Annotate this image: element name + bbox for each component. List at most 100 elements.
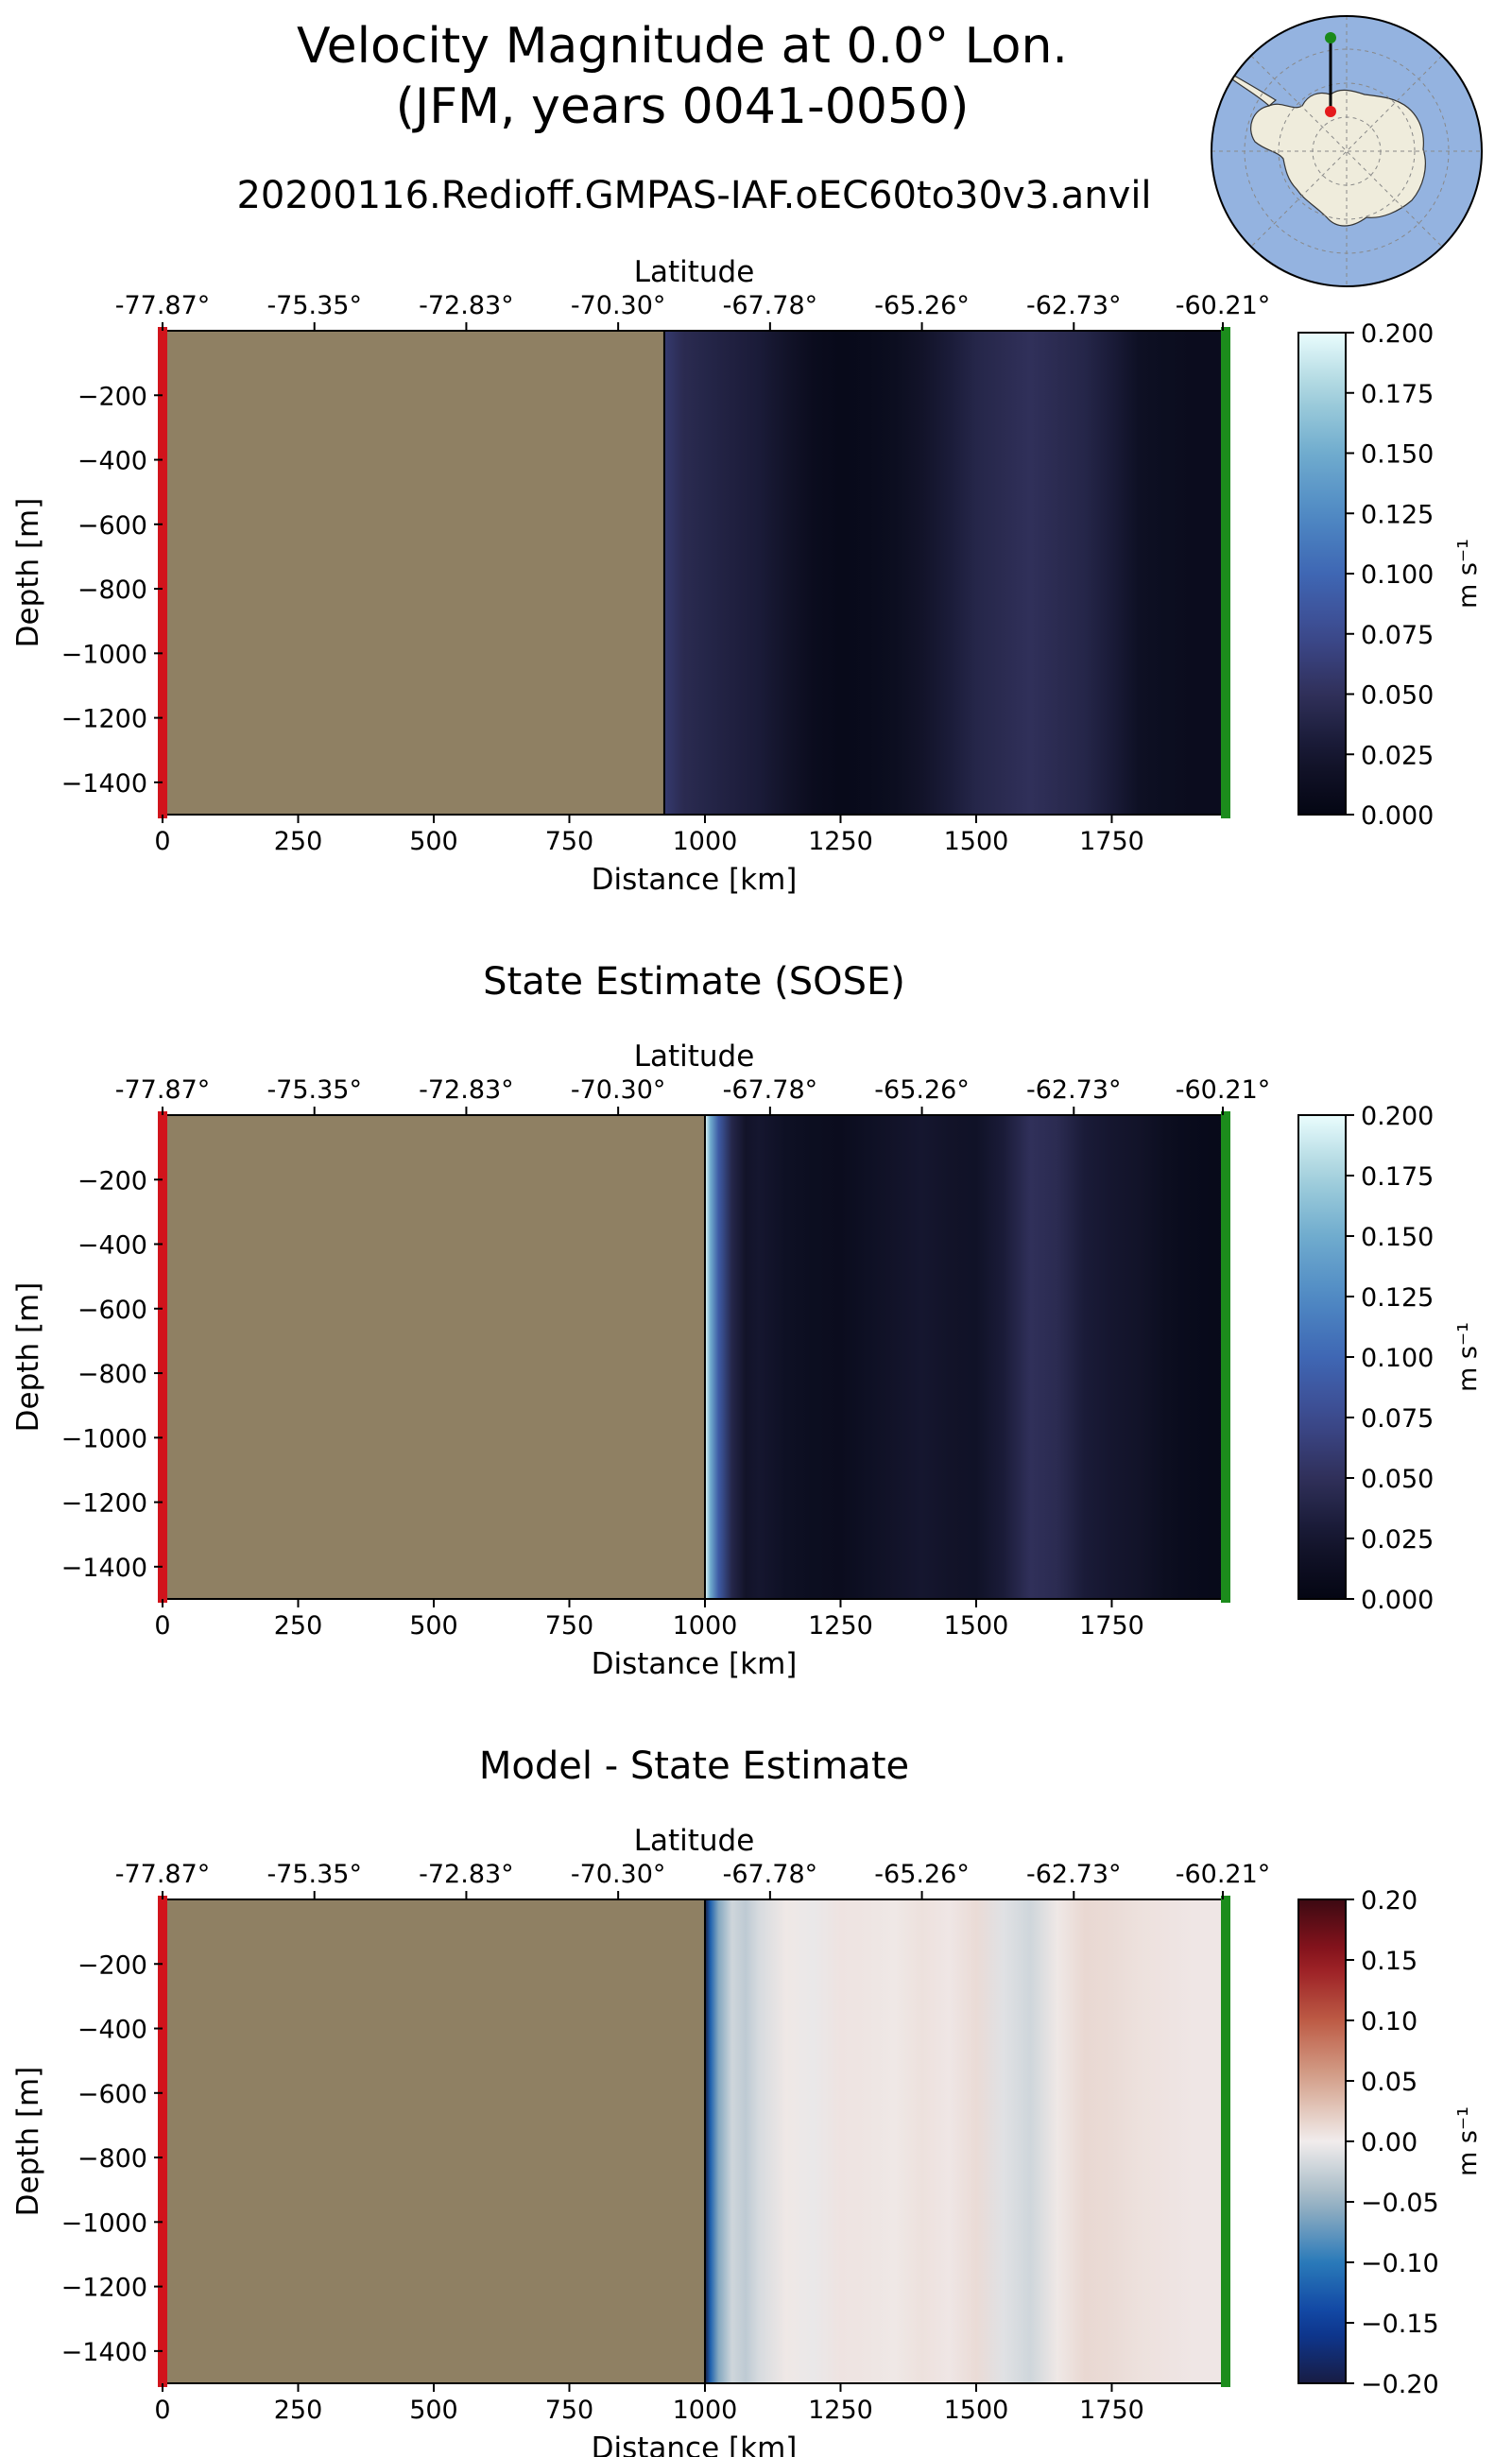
land-mask	[163, 1899, 705, 2383]
y-tick-label: −1400	[61, 1554, 147, 1583]
colorbar-tick-label: 0.075	[1361, 1404, 1434, 1434]
colorbar	[1297, 1114, 1347, 1600]
lat-tick-label: -60.21°	[1176, 291, 1271, 320]
y-tick-label: −800	[77, 2144, 147, 2174]
y-tick-label: −1400	[61, 2338, 147, 2367]
panel-3: Model - State Estimate Latitude 0 250 500 750…	[11, 1744, 1483, 2457]
panel-1: 20200116.Redioff.GMPAS-IAF.oEC60to30v3.a…	[11, 174, 1483, 897]
y-tick-label: −600	[77, 511, 147, 541]
map-transect-start	[1325, 106, 1336, 117]
x-tick-label: 500	[409, 1611, 458, 1641]
x-tick-label: 1250	[808, 2396, 873, 2425]
colorbar-tick-label: 0.00	[1361, 2128, 1418, 2157]
panel-title: 20200116.Redioff.GMPAS-IAF.oEC60to30v3.a…	[236, 174, 1151, 217]
colorbar-tick-label: 0.050	[1361, 681, 1434, 711]
y-tick-label: −1200	[61, 705, 147, 734]
map-antarctica-land	[1250, 89, 1426, 227]
colorbar	[1297, 1899, 1347, 2384]
panel-title: State Estimate (SOSE)	[483, 960, 905, 1004]
x-tick-label: 250	[274, 827, 323, 856]
lat-tick-label: -77.87°	[115, 291, 211, 320]
x-tick-label: 1000	[673, 1611, 738, 1641]
x-tick-label: 0	[154, 827, 170, 856]
y-axis-label: Depth [m]	[11, 498, 45, 648]
lat-tick-label: -70.30°	[571, 1075, 666, 1105]
y-tick-label: −400	[77, 1231, 147, 1261]
lat-tick-label: -60.21°	[1176, 1075, 1271, 1105]
lat-tick-label: -75.35°	[266, 1860, 362, 1889]
lat-tick-label: -67.78°	[723, 1075, 818, 1105]
x-tick-label: 0	[154, 2396, 170, 2425]
colorbar-tick-label: 0.025	[1361, 1525, 1434, 1555]
x-tick-label: 500	[409, 2396, 458, 2425]
x-tick-label: 250	[274, 1611, 323, 1641]
colorbar-tick-label: 0.100	[1361, 560, 1434, 590]
colorbar-tick-label: 0.150	[1361, 1223, 1434, 1252]
x-tick-label: 1000	[673, 2396, 738, 2425]
figure-title-line2: (JFM, years 0041-0050)	[396, 78, 970, 135]
y-tick-label: −400	[77, 2016, 147, 2045]
top-axis-label: Latitude	[634, 255, 755, 289]
y-tick-label: −200	[77, 1950, 147, 1980]
lat-tick-label: -72.83°	[419, 1860, 514, 1889]
y-axis-label: Depth [m]	[11, 1282, 45, 1433]
transect-start-marker	[158, 327, 167, 818]
x-tick-label: 0	[154, 1611, 170, 1641]
y-tick-label: −600	[77, 1296, 147, 1325]
x-tick-label: 750	[545, 2396, 594, 2425]
y-tick-label: −1200	[61, 1489, 147, 1519]
colorbar-tick-label: 0.025	[1361, 741, 1434, 770]
x-tick-label: 1750	[1079, 827, 1144, 856]
colorbar-tick-label: −0.10	[1361, 2249, 1439, 2278]
colorbar-label: m s⁻¹	[1453, 2106, 1483, 2176]
lat-tick-label: -70.30°	[571, 1860, 666, 1889]
colorbar-tick-label: 0.175	[1361, 380, 1434, 409]
lat-tick-label: -65.26°	[874, 1860, 970, 1889]
lat-tick-label: -75.35°	[266, 291, 362, 320]
x-tick-label: 1750	[1079, 1611, 1144, 1641]
colorbar-tick-label: 0.20	[1361, 1886, 1418, 1916]
lat-tick-label: -65.26°	[874, 1075, 970, 1105]
y-tick-label: −1000	[61, 2208, 147, 2238]
colorbar-tick-label: 0.100	[1361, 1344, 1434, 1373]
colorbar-tick-label: 0.10	[1361, 2007, 1418, 2036]
y-tick-label: −400	[77, 447, 147, 476]
y-tick-label: −800	[77, 576, 147, 605]
x-tick-label: 1250	[808, 827, 873, 856]
colorbar-tick-label: −0.15	[1361, 2310, 1439, 2339]
x-tick-label: 750	[545, 827, 594, 856]
inset-map	[1211, 15, 1483, 287]
y-tick-label: −200	[77, 1166, 147, 1195]
y-tick-label: −1000	[61, 640, 147, 669]
colorbar-tick-label: 0.200	[1361, 1102, 1434, 1131]
top-axis-label: Latitude	[634, 1040, 755, 1074]
y-axis-label: Depth [m]	[11, 2067, 45, 2217]
lat-tick-label: -75.35°	[266, 1075, 362, 1105]
map-transect-end	[1325, 32, 1336, 43]
x-tick-label: 1250	[808, 1611, 873, 1641]
colorbar-label: m s⁻¹	[1453, 539, 1483, 609]
lat-tick-label: -77.87°	[115, 1860, 211, 1889]
colorbar-tick-label: 0.175	[1361, 1162, 1434, 1192]
lat-tick-label: -72.83°	[419, 291, 514, 320]
lat-tick-label: -65.26°	[874, 291, 970, 320]
lat-tick-label: -62.73°	[1026, 291, 1122, 320]
land-mask	[163, 1115, 705, 1599]
panel-title: Model - State Estimate	[479, 1744, 909, 1788]
colorbar-tick-label: −0.05	[1361, 2189, 1439, 2218]
velocity-field	[704, 1899, 1226, 2383]
colorbar-tick-label: 0.150	[1361, 440, 1434, 470]
panel-2: State Estimate (SOSE) Latitude 0 250 500 750 1…	[11, 960, 1483, 1681]
velocity-field	[704, 1115, 1226, 1599]
lat-tick-label: -62.73°	[1026, 1860, 1122, 1889]
y-tick-label: −600	[77, 2080, 147, 2109]
colorbar-tick-label: −0.20	[1361, 2370, 1439, 2399]
colorbar-label: m s⁻¹	[1453, 1322, 1483, 1392]
colorbar-tick-label: 0.050	[1361, 1465, 1434, 1494]
lat-tick-label: -67.78°	[723, 291, 818, 320]
x-tick-label: 1500	[944, 827, 1009, 856]
x-tick-label: 500	[409, 827, 458, 856]
transect-start-marker	[158, 1111, 167, 1603]
colorbar	[1297, 332, 1347, 816]
